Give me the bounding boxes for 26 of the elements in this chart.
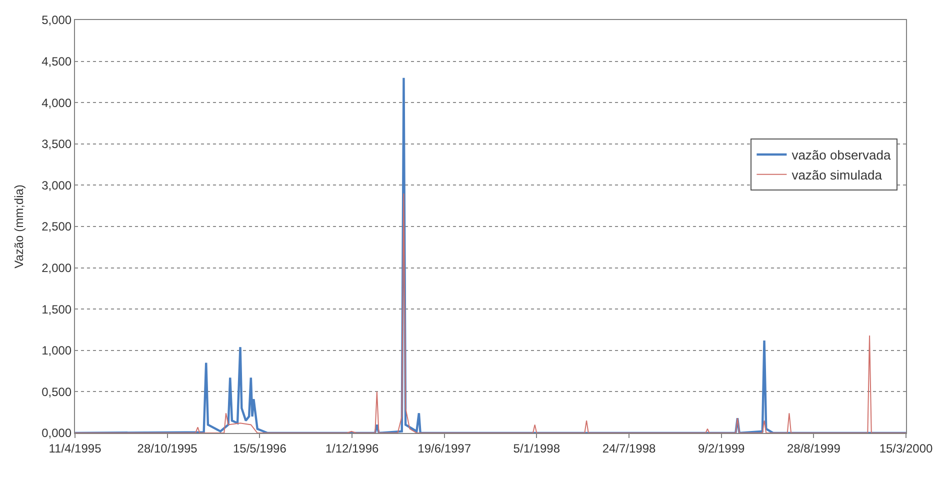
y-tick-label: 1,000 bbox=[42, 344, 72, 358]
y-tick-label: 4,000 bbox=[42, 96, 72, 110]
x-tick-label: 28/10/1995 bbox=[137, 441, 198, 456]
line-series bbox=[75, 76, 906, 433]
x-tick-label: 1/12/1996 bbox=[325, 441, 380, 456]
x-tick-label: 5/1/1998 bbox=[513, 441, 560, 456]
legend-label: vazão observada bbox=[792, 148, 892, 163]
legend-label: vazão simulada bbox=[792, 167, 883, 182]
y-tick-label: 3,500 bbox=[42, 137, 72, 152]
x-tick-label: 15/5/1996 bbox=[232, 441, 287, 456]
y-tick-label: 3,000 bbox=[42, 178, 72, 192]
x-tick-label: 11/4/1995 bbox=[48, 441, 102, 456]
y-tick-label: 5,000 bbox=[42, 13, 72, 28]
x-tick-label: 15/3/2000 bbox=[879, 441, 934, 456]
y-tick-label: 4,500 bbox=[42, 54, 72, 68]
y-tick-label: 1,500 bbox=[42, 302, 72, 316]
x-tick-label: 24/7/1998 bbox=[602, 441, 656, 456]
y-tick-label: 2,000 bbox=[42, 261, 72, 275]
y-tick-label: 0,500 bbox=[42, 384, 72, 399]
y-tick-label: 0,000 bbox=[42, 426, 72, 440]
y-tick-label: 2,500 bbox=[42, 220, 72, 234]
y-axis-title: Vazão (mm;dia) bbox=[12, 184, 26, 268]
x-tick-label: 19/6/1997 bbox=[418, 441, 472, 456]
x-tick-label: 28/8/1999 bbox=[786, 441, 841, 456]
line-series bbox=[75, 192, 906, 433]
x-tick-label: 9/2/1999 bbox=[698, 441, 746, 456]
